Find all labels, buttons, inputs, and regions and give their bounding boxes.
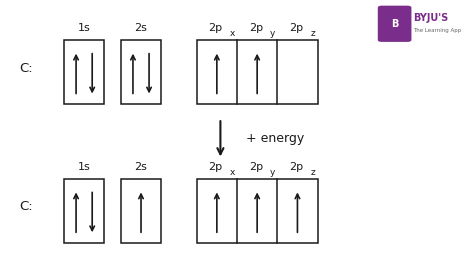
Text: 2p: 2p <box>249 23 263 33</box>
FancyBboxPatch shape <box>378 6 411 42</box>
Text: x: x <box>230 29 235 38</box>
Bar <box>121 40 161 104</box>
Text: The Learning App: The Learning App <box>413 28 462 33</box>
Text: z: z <box>310 168 315 177</box>
Text: C:: C: <box>19 62 33 75</box>
Bar <box>64 40 104 104</box>
Text: + energy: + energy <box>246 132 305 145</box>
Bar <box>197 179 318 243</box>
Text: B: B <box>391 19 398 29</box>
Text: 1s: 1s <box>78 23 91 33</box>
Text: y: y <box>270 29 275 38</box>
Text: 2p: 2p <box>249 162 263 172</box>
Text: 2p: 2p <box>289 162 303 172</box>
Bar <box>64 179 104 243</box>
Text: 2s: 2s <box>135 162 147 172</box>
Text: z: z <box>310 29 315 38</box>
Text: 2s: 2s <box>135 23 147 33</box>
Text: 2p: 2p <box>209 162 222 172</box>
Text: 1s: 1s <box>78 162 91 172</box>
Text: C:: C: <box>19 200 33 213</box>
Text: BYJU'S: BYJU'S <box>413 13 448 23</box>
Text: 2p: 2p <box>209 23 222 33</box>
Text: x: x <box>230 168 235 177</box>
Text: 2p: 2p <box>289 23 303 33</box>
Text: y: y <box>270 168 275 177</box>
Bar <box>121 179 161 243</box>
Bar <box>197 40 318 104</box>
